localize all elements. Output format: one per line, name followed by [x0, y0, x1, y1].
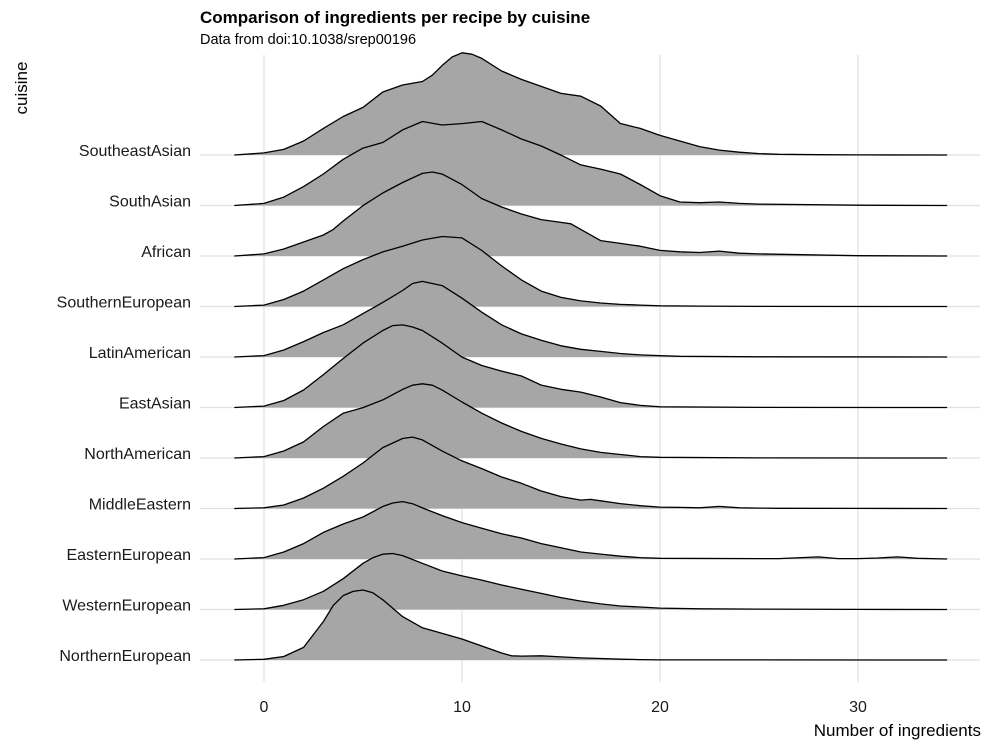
y-tick-label: EasternEuropean: [66, 547, 191, 564]
ridges-layer: [234, 52, 948, 661]
x-tick-label: 0: [260, 699, 269, 716]
density-area-MiddleEastern: [234, 437, 948, 509]
y-axis-title: cuisine: [12, 62, 31, 115]
density-area-EasternEuropean: [234, 501, 948, 559]
density-area-African: [234, 172, 948, 256]
y-tick-label: NorthAmerican: [84, 446, 191, 463]
density-line-NorthAmerican: [234, 383, 948, 459]
density-line-African: [234, 171, 948, 257]
density-line-LatinAmerican: [234, 280, 948, 358]
density-line-SouthAsian: [234, 120, 948, 207]
x-tick-label: 30: [849, 699, 867, 716]
y-tick-label: African: [141, 244, 191, 261]
y-tick-labels: NorthernEuropean WesternEuropean EasternEu…: [57, 143, 191, 665]
density-line-MiddleEastern: [234, 436, 948, 510]
density-area-NorthernEuropean: [234, 590, 948, 660]
y-tick-label: SouthernEuropean: [57, 295, 191, 312]
density-line-EastAsian: [234, 324, 948, 409]
y-tick-label: MiddleEastern: [89, 497, 191, 514]
x-axis-title: Number of ingredients: [814, 721, 981, 740]
density-line-EasternEuropean: [234, 500, 948, 560]
y-tick-label: EastAsian: [119, 396, 191, 413]
y-tick-label: LatinAmerican: [89, 345, 191, 362]
y-tick-label: SoutheastAsian: [79, 143, 191, 160]
y-tick-label: NorthernEuropean: [59, 648, 191, 665]
chart-subtitle: Data from doi:10.1038/srep00196: [200, 32, 417, 48]
chart-title: Comparison of ingredients per recipe by …: [200, 8, 591, 27]
density-line-NorthernEuropean: [234, 589, 948, 661]
y-tick-label: SouthAsian: [109, 194, 191, 211]
density-line-WesternEuropean: [234, 552, 948, 611]
x-tick-label: 10: [453, 699, 471, 716]
x-tick-labels: 0 10 20 30: [260, 699, 867, 716]
x-tick-label: 20: [651, 699, 669, 716]
density-area-WesternEuropean: [234, 553, 948, 610]
density-area-SoutheastAsian: [234, 52, 948, 155]
y-tick-label: WesternEuropean: [62, 598, 191, 615]
density-line-SouthernEuropean: [234, 235, 948, 308]
density-line-SoutheastAsian: [234, 52, 948, 156]
